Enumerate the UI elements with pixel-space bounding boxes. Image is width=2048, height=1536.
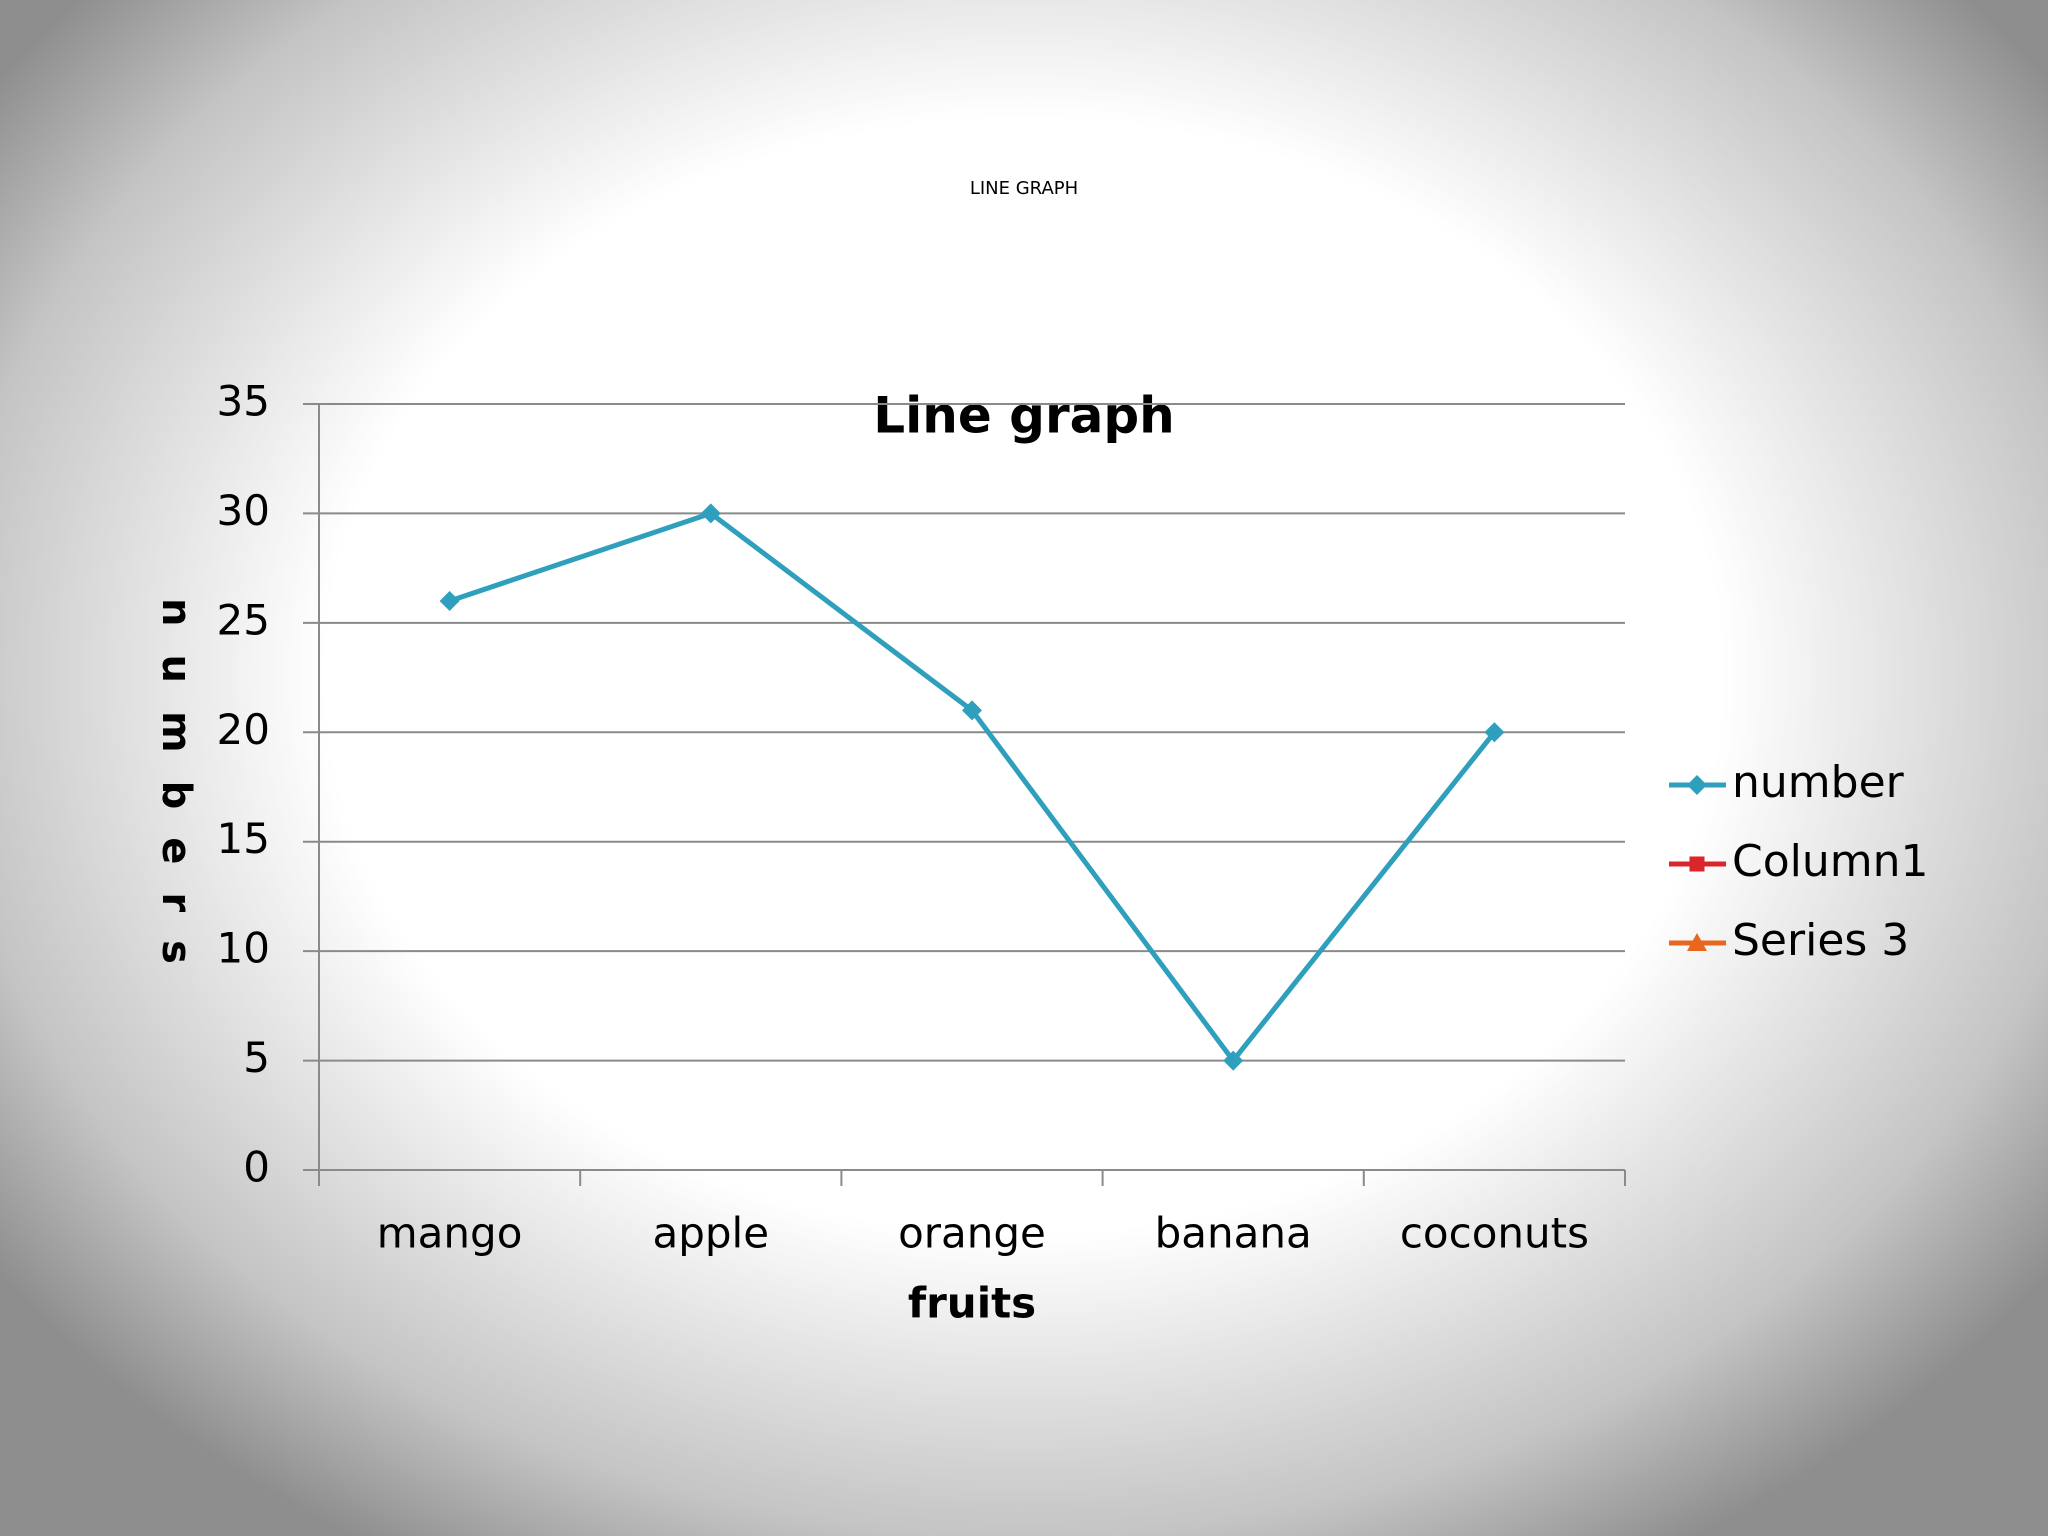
y-tick-label: 5 xyxy=(243,1033,270,1082)
legend-label: number xyxy=(1732,757,1905,808)
x-tick-label: mango xyxy=(377,1209,523,1258)
legend-label: Series 3 xyxy=(1732,915,1909,966)
marker xyxy=(700,503,721,524)
y-tick-label: 25 xyxy=(217,595,270,644)
legend-marker xyxy=(1687,933,1707,951)
x-tick-label: banana xyxy=(1155,1209,1312,1258)
series-line xyxy=(448,510,1497,1064)
legend-marker xyxy=(1689,856,1705,872)
x-axis-label: fruits xyxy=(908,1279,1036,1328)
marker xyxy=(439,590,460,611)
marker xyxy=(962,700,982,721)
y-tick-label: 35 xyxy=(217,377,270,426)
y-tick-label: 10 xyxy=(217,924,270,973)
slide-title: LINE GRAPH xyxy=(970,178,1078,199)
y-tick-label: 0 xyxy=(243,1143,270,1192)
y-axis-label: numbers xyxy=(153,598,199,992)
legend-marker xyxy=(1687,775,1707,795)
marker xyxy=(1223,1050,1244,1071)
x-tick-label: apple xyxy=(653,1209,770,1258)
legend-label: Column1 xyxy=(1732,836,1929,887)
y-tick-label: 30 xyxy=(217,486,270,535)
x-tick-label: orange xyxy=(898,1209,1046,1258)
x-tick-label: coconuts xyxy=(1400,1209,1589,1258)
y-tick-label: 15 xyxy=(217,814,270,863)
chart-title: Line graph xyxy=(873,387,1175,445)
marker xyxy=(1484,722,1505,743)
y-tick-label: 20 xyxy=(217,705,270,754)
